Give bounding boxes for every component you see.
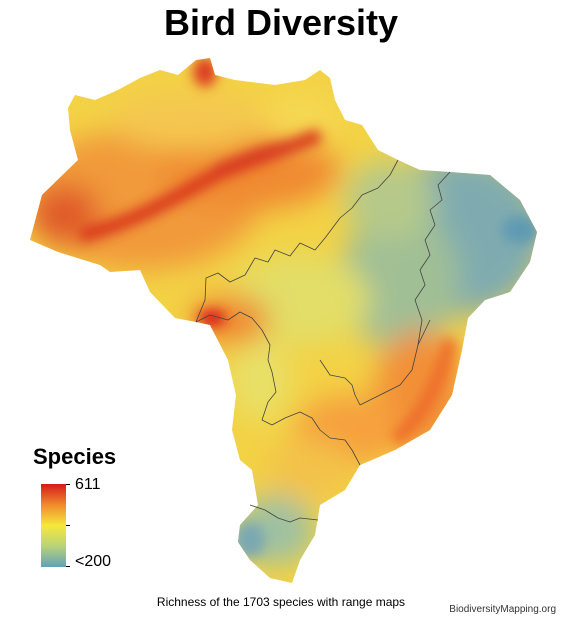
legend-min-label: <200 [75, 553, 112, 570]
map-caption: Richness of the 1703 species with range … [156, 595, 406, 609]
legend-tick-mid [66, 525, 70, 526]
legend-max-label: 611 [75, 476, 101, 493]
legend-tick-max [66, 484, 70, 485]
legend-title: Species [33, 444, 117, 469]
legend-tick-min [66, 566, 70, 567]
map-title: Bird Diversity [163, 2, 399, 43]
richness-surface [30, 58, 537, 583]
legend-color-bar [41, 484, 66, 567]
state-borders [195, 159, 451, 523]
credit-link[interactable]: BiodiversityMapping.org [449, 604, 556, 615]
